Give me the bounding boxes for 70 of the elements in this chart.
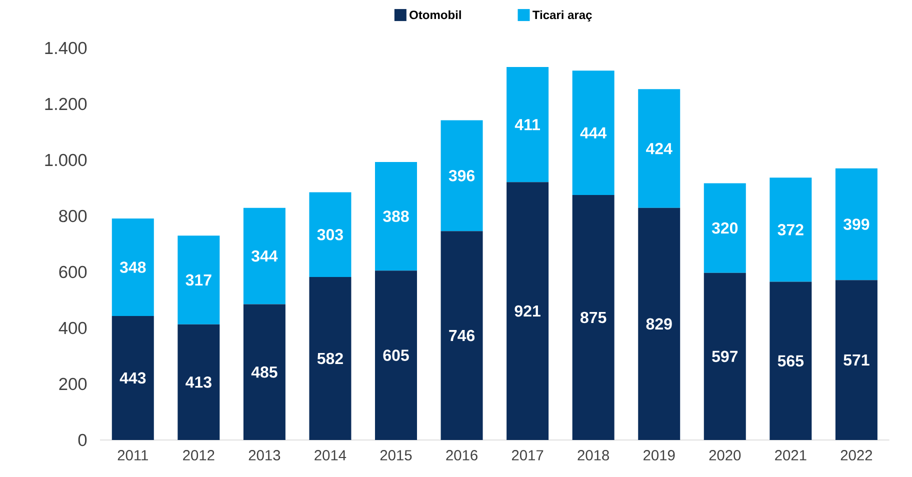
y-tick-label: 800 — [59, 210, 87, 222]
bar — [572, 70, 614, 195]
data-label: 303 — [317, 228, 343, 240]
bar — [178, 324, 220, 440]
data-label: 597 — [712, 350, 738, 362]
y-tick-label: 1.000 — [45, 154, 87, 166]
bar — [770, 282, 812, 440]
x-tick-label: 2015 — [380, 450, 412, 460]
bar — [572, 194, 614, 440]
bar — [309, 276, 352, 440]
data-label: 399 — [843, 218, 870, 230]
data-label: 344 — [251, 250, 278, 262]
bar — [309, 192, 352, 277]
bar — [704, 272, 746, 440]
data-label: 565 — [778, 355, 804, 366]
bar — [638, 208, 680, 440]
bar — [704, 183, 746, 273]
bar — [243, 208, 286, 304]
x-tick-label: 2021 — [775, 450, 806, 460]
legend-label: Otomobil — [410, 10, 461, 20]
data-label: 582 — [317, 352, 343, 364]
x-tick-label: 2013 — [248, 450, 280, 460]
bar — [638, 89, 680, 208]
data-label: 444 — [580, 127, 607, 138]
bar — [440, 230, 483, 440]
data-label: 443 — [120, 372, 146, 384]
data-label: 348 — [120, 261, 146, 273]
bar — [835, 168, 878, 280]
bar — [112, 218, 154, 316]
y-tick-label: 1.200 — [45, 98, 87, 110]
data-label: 921 — [514, 305, 540, 317]
data-label: 829 — [646, 318, 672, 330]
y-tick-label: 200 — [59, 378, 87, 390]
data-label: 396 — [448, 170, 475, 182]
x-tick-label: 2011 — [118, 450, 148, 460]
data-label: 424 — [646, 142, 672, 154]
data-label: 320 — [712, 222, 738, 234]
x-tick-label: 2020 — [709, 450, 741, 460]
x-tick-label: 2019 — [644, 450, 675, 460]
y-tick-label: 0 — [78, 434, 87, 446]
bar — [440, 120, 483, 231]
x-tick-label: 2012 — [183, 450, 214, 460]
legend-label: Ticari araç — [532, 10, 592, 22]
data-label: 571 — [844, 354, 870, 366]
bar — [506, 66, 549, 182]
x-tick-label: 2017 — [512, 450, 544, 460]
bar — [112, 316, 154, 440]
data-label: 605 — [383, 349, 409, 361]
bar — [770, 177, 812, 282]
bar — [375, 270, 418, 440]
bar — [835, 280, 878, 440]
data-label: 411 — [514, 118, 540, 130]
bar — [506, 182, 549, 440]
x-tick-label: 2016 — [446, 450, 478, 460]
data-label: 388 — [383, 210, 409, 222]
x-tick-label: 2022 — [840, 450, 872, 460]
bar — [375, 162, 418, 270]
data-label: 413 — [186, 376, 212, 388]
data-label: 746 — [449, 330, 475, 342]
y-tick-label: 1.400 — [45, 42, 87, 54]
y-tick-label: 600 — [59, 266, 87, 278]
y-tick-label: 400 — [58, 322, 87, 334]
data-label: 485 — [251, 366, 278, 378]
data-label: 317 — [186, 274, 212, 286]
x-tick-label: 2018 — [578, 450, 609, 460]
bar — [178, 235, 220, 324]
data-label: 372 — [778, 224, 804, 236]
x-tick-label: 2014 — [314, 450, 346, 460]
data-label: 875 — [580, 312, 606, 323]
bar — [243, 304, 286, 440]
